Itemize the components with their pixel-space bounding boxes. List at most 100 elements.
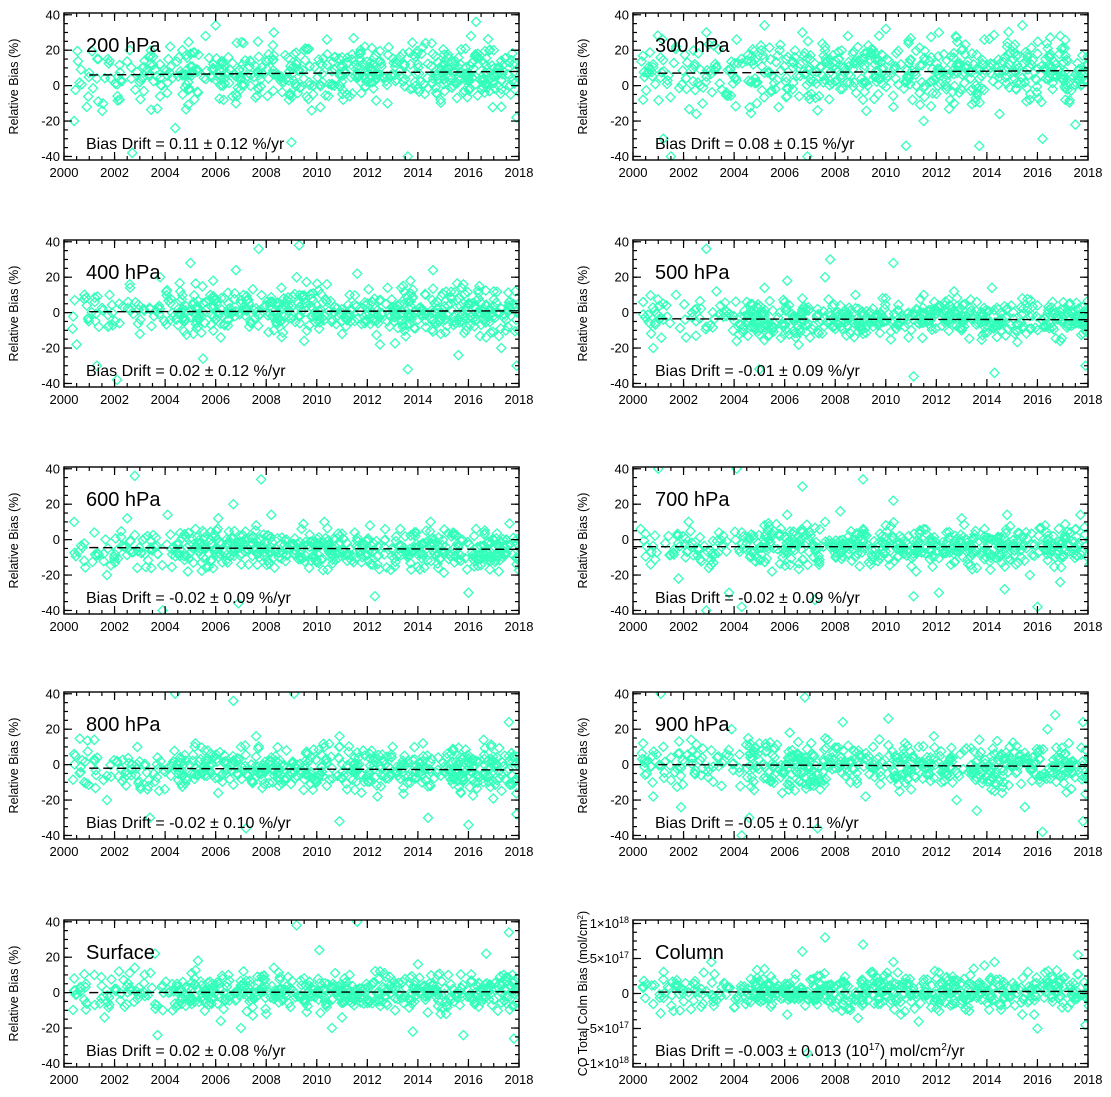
data-point (762, 524, 774, 536)
x-tick-label: 2000 (619, 844, 648, 859)
data-point (700, 26, 712, 39)
data-point (310, 754, 322, 766)
data-point (895, 58, 907, 70)
data-point (853, 303, 865, 315)
data-point (317, 564, 329, 576)
data-point (154, 58, 166, 70)
data-point (187, 299, 199, 311)
data-point (774, 44, 786, 56)
data-point (207, 292, 219, 304)
data-point (947, 302, 959, 315)
data-point (762, 517, 774, 529)
data-point (1011, 77, 1023, 89)
data-point (232, 82, 244, 94)
data-point (636, 753, 648, 765)
data-point (431, 767, 443, 779)
data-point (1047, 754, 1059, 766)
data-point (114, 75, 126, 87)
data-point (401, 546, 413, 558)
data-point (766, 321, 778, 333)
y-tick-label: 40 (46, 461, 60, 476)
x-tick-label: 2010 (871, 165, 900, 180)
data-point (790, 331, 802, 343)
data-point (901, 64, 913, 76)
data-point (506, 747, 518, 759)
data-point (277, 327, 289, 339)
data-point (821, 316, 833, 328)
data-point (690, 315, 702, 327)
data-point (503, 763, 515, 775)
data-point (908, 528, 920, 540)
data-point (851, 529, 863, 541)
data-point (412, 58, 424, 70)
data-point (67, 774, 79, 786)
data-point (145, 104, 157, 116)
data-point (1008, 47, 1020, 59)
data-point (995, 748, 1007, 760)
data-point (665, 549, 677, 561)
data-point (691, 549, 703, 561)
data-point (731, 335, 743, 347)
bias-drift-label: Bias Drift = -0.05 ± 0.11 %/yr (655, 815, 859, 832)
data-point (500, 325, 512, 337)
data-point (1080, 744, 1088, 756)
data-point (930, 88, 942, 100)
data-point (943, 317, 955, 329)
data-point (846, 555, 858, 567)
data-point (925, 31, 937, 43)
data-point (366, 546, 378, 558)
data-point (511, 533, 519, 545)
data-point (916, 332, 928, 344)
y-tick-label: 40 (46, 7, 60, 22)
data-point (761, 553, 773, 565)
data-point (999, 561, 1011, 573)
data-point (959, 298, 971, 310)
data-point (416, 776, 428, 788)
data-point (191, 63, 203, 75)
data-point (768, 742, 780, 754)
data-point (970, 305, 982, 317)
data-point (796, 480, 808, 493)
data-point (810, 77, 822, 89)
data-point (1036, 826, 1049, 838)
data-point (656, 33, 668, 45)
data-point (514, 543, 519, 553)
data-point (112, 94, 124, 106)
data-point (468, 530, 480, 542)
data-point (939, 79, 951, 91)
data-point (176, 781, 188, 793)
data-point (401, 549, 413, 561)
data-point (336, 528, 348, 540)
data-point (987, 75, 999, 87)
data-point (373, 749, 385, 761)
data-point (664, 91, 676, 103)
data-point (70, 550, 82, 562)
data-point (858, 63, 870, 75)
data-point (202, 754, 214, 766)
data-point (459, 552, 471, 564)
x-tick-label: 2012 (922, 392, 951, 407)
data-point (381, 751, 393, 763)
data-point (461, 563, 473, 575)
data-point (187, 749, 199, 761)
data-point (118, 540, 130, 552)
data-point (483, 551, 495, 563)
data-point (341, 537, 353, 549)
data-point (234, 549, 246, 561)
data-point (373, 312, 385, 324)
data-point (915, 312, 927, 324)
data-point (945, 742, 957, 754)
data-point (642, 309, 654, 321)
data-point (439, 326, 451, 338)
data-point (472, 560, 484, 572)
data-point (439, 314, 451, 326)
data-point (1000, 72, 1012, 84)
data-point (426, 37, 438, 49)
data-point (429, 543, 441, 555)
data-point (131, 741, 143, 753)
data-point (447, 80, 459, 92)
data-point (299, 536, 311, 548)
data-point (292, 64, 304, 76)
data-point (442, 309, 454, 321)
